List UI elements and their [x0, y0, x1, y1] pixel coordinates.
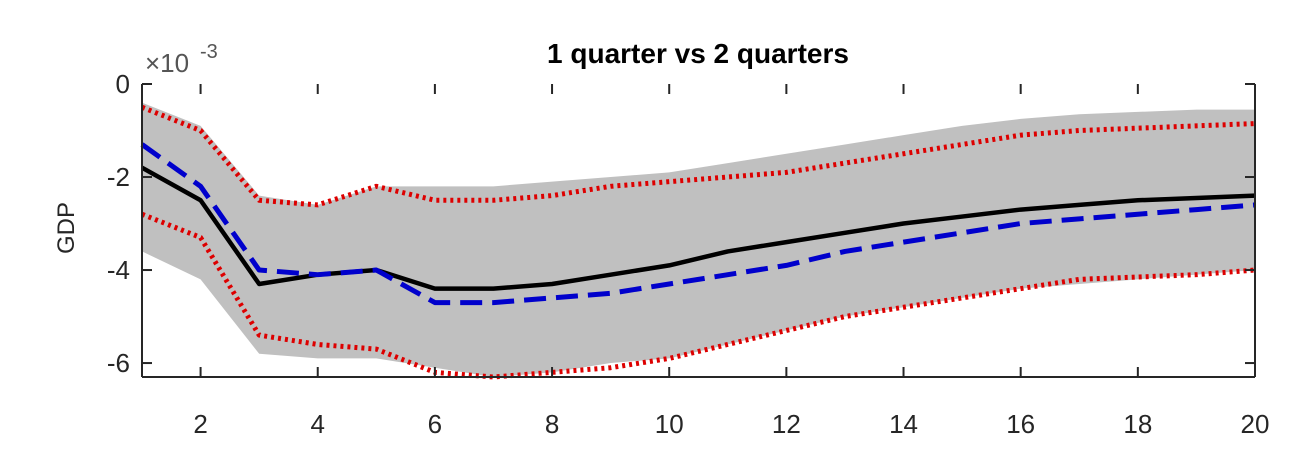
x-tick-label: 2: [193, 409, 207, 439]
y-tick-label: -2: [107, 162, 130, 192]
x-tick-label: 4: [311, 409, 325, 439]
x-tick-label: 20: [1241, 409, 1270, 439]
y-axis-label: GDP: [53, 202, 80, 254]
series-line-dotted-2: [141, 104, 1256, 208]
x-tick-label: 6: [428, 409, 442, 439]
series-line-dotted-3: [141, 211, 1256, 380]
y-tick-label: -6: [107, 348, 130, 378]
y-multiplier-exponent: -3: [200, 41, 218, 63]
series-line-dashed-1: [140, 142, 1256, 306]
x-tick-label: 12: [772, 409, 801, 439]
x-tick-label: 16: [1006, 409, 1035, 439]
x-tick-label: 14: [889, 409, 918, 439]
x-tick-label: 8: [545, 409, 559, 439]
y-tick-label: 0: [116, 69, 130, 99]
x-tick-label: 10: [655, 409, 684, 439]
y-multiplier-label: ×10: [145, 48, 189, 78]
x-tick-label: 18: [1123, 409, 1152, 439]
y-tick-label: -4: [107, 255, 130, 285]
confidence-band: [142, 102, 1255, 377]
chart-title: 1 quarter vs 2 quarters: [547, 38, 849, 69]
plot-area: 2 4 6 8 10 12 14 16 18 20 0 -2 -4 -6: [107, 69, 1270, 439]
